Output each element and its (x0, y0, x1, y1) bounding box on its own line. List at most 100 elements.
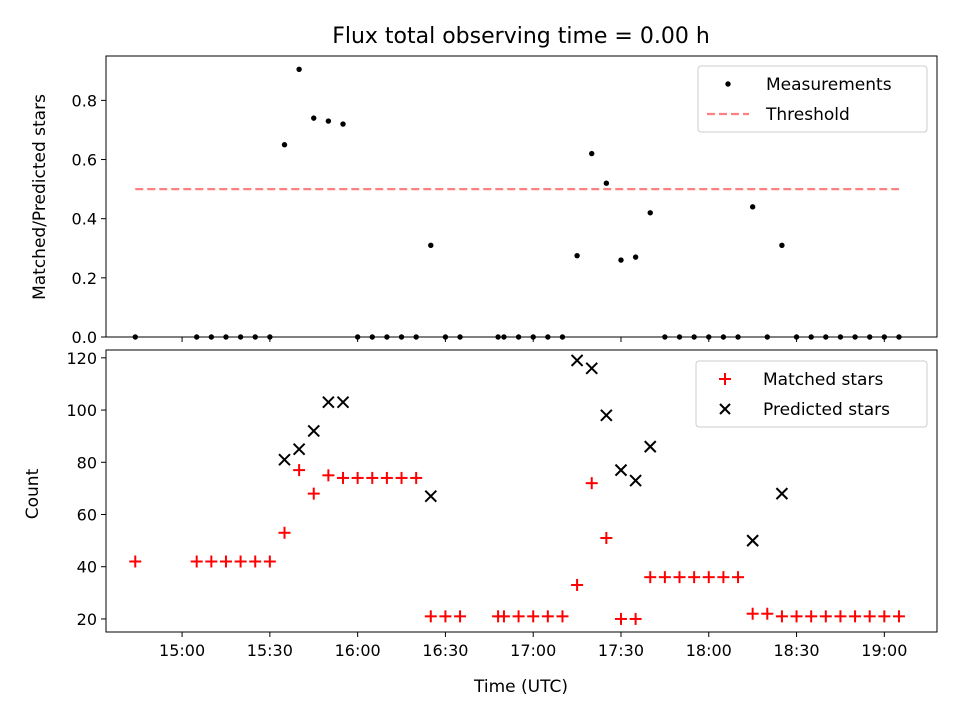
matched-stars-point (263, 555, 276, 568)
matched-stars-point (454, 610, 467, 623)
predicted-stars-point (292, 443, 306, 456)
matched-stars-point (732, 571, 745, 584)
matched-stars-point (249, 555, 262, 568)
x-tick-label: 19:00 (861, 641, 907, 660)
predicted-stars-point (278, 453, 291, 466)
matched-stars-point (614, 612, 627, 625)
top-y-tick-label: 0.0 (72, 328, 97, 347)
matched-stars-point (234, 555, 247, 568)
matched-stars-point (878, 610, 891, 623)
bottom-axes-frame (105, 349, 938, 633)
predicted-stars-point (600, 409, 613, 422)
predicted-stars-point-b (600, 409, 613, 422)
x-tick-label: 18:30 (773, 641, 819, 660)
x-tick-label: 15:00 (159, 641, 205, 660)
matched-stars-point (410, 471, 423, 484)
matched-stars-point (395, 471, 408, 484)
bottom-y-tick-label: 20 (77, 610, 97, 629)
predicted-stars-point-b (585, 362, 598, 375)
matched-stars-point (805, 610, 818, 623)
matched-stars-point (541, 610, 554, 623)
matched-stars-point (424, 610, 437, 623)
measurement-point (340, 121, 346, 127)
top-y-tick-label: 0.8 (72, 91, 97, 110)
matched-stars-point (775, 610, 788, 623)
matched-stars-point (307, 487, 320, 500)
matched-stars-point (205, 555, 218, 568)
figure-title: Flux total observing time = 0.00 h (332, 24, 710, 49)
matched-stars-point (512, 610, 525, 623)
x-axis-label: Time (UTC) (473, 677, 568, 697)
measurement-point (603, 180, 610, 186)
bottom-legend-frame (695, 360, 928, 428)
predicted-stars-point (629, 474, 642, 487)
matched-stars-point (497, 610, 510, 623)
bottom-y-tick-label: 60 (77, 506, 97, 525)
matched-stars-point (585, 477, 598, 490)
predicted-stars-point (644, 440, 657, 453)
matched-stars-point (761, 607, 774, 620)
predicted-stars-point-b (644, 440, 657, 453)
matched-stars-point (439, 610, 452, 623)
predicted-stars-point-b (746, 534, 759, 547)
matched-stars-point (571, 579, 584, 591)
bottom-plot-area (129, 354, 905, 625)
measurement-point (779, 242, 785, 249)
legend-threshold-label: Threshold (765, 105, 850, 125)
predicted-stars-point-b (775, 487, 789, 500)
predicted-stars-point-b (322, 396, 335, 409)
matched-stars-point (717, 571, 730, 584)
legend-measurements-label: Measurements (766, 75, 892, 95)
matched-stars-point (673, 571, 686, 584)
bottom-y-axis-label: Count (23, 468, 43, 519)
measurement-point (325, 118, 332, 124)
predicted-stars-point (570, 354, 584, 367)
matched-stars-point (527, 610, 540, 623)
predicted-stars-point-b (307, 424, 320, 438)
matched-stars-point (556, 610, 569, 623)
legend-predicted-marker (719, 403, 731, 415)
matched-stars-point (322, 469, 335, 482)
top-axes: 0.0 0.2 0.4 0.6 0.8 (72, 55, 938, 347)
matched-stars-point (688, 571, 701, 584)
predicted-stars-point-b (424, 490, 437, 503)
predicted-stars-point (336, 396, 350, 409)
measurement-point (574, 252, 580, 259)
matched-stars-point (337, 471, 350, 484)
top-y-tick-label: 0.6 (72, 151, 97, 170)
measurement-point (749, 204, 756, 210)
matched-stars-point (366, 471, 379, 484)
predicted-stars-point (585, 362, 598, 375)
matched-stars-point (600, 532, 613, 544)
matched-stars-point (746, 607, 759, 620)
measurement-point (281, 142, 288, 148)
matched-stars-point (819, 610, 832, 623)
measurement-point (311, 115, 317, 121)
bottom-axes: 20 40 60 80 100 120 15:00 15:30 16:00 16:30 17:00 1… (66, 349, 938, 660)
top-y-tick-label: 0.4 (72, 210, 97, 229)
predicted-stars-point (307, 424, 320, 438)
measurement-point (296, 66, 302, 73)
matched-stars-point (849, 610, 862, 623)
bottom-y-tick-label: 40 (77, 558, 97, 577)
top-legend-frame (697, 65, 928, 133)
predicted-stars-point (614, 463, 628, 477)
top-y-tick-label: 0.2 (72, 269, 97, 288)
predicted-stars-point-b (629, 474, 642, 487)
bottom-y-tick-label: 80 (77, 453, 97, 472)
x-tick-label: 18:00 (686, 641, 732, 660)
matched-stars-point (293, 464, 306, 477)
bottom-legend: Matched stars Predicted stars (695, 360, 928, 428)
measurement-point (589, 150, 595, 157)
predicted-stars-point-b (570, 354, 584, 367)
measurement-point (647, 210, 653, 216)
legend-matched-label: Matched stars (763, 370, 883, 390)
predicted-stars-point-b (614, 463, 628, 477)
measurement-point (618, 257, 624, 263)
matched-stars-point (644, 571, 657, 584)
predicted-stars-point (775, 487, 789, 500)
matched-stars-point (129, 555, 142, 568)
top-legend: Measurements Threshold (697, 65, 928, 133)
legend-predicted-label: Predicted stars (763, 400, 890, 420)
